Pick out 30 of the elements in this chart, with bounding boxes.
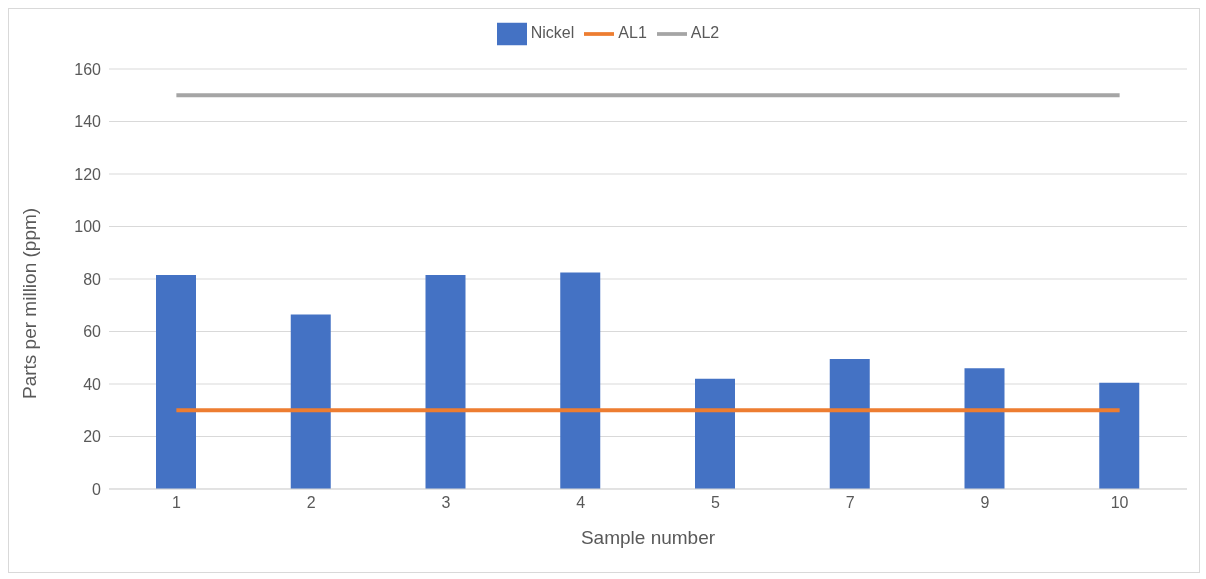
- x-tick-label: 7: [845, 494, 855, 512]
- bar: [964, 368, 1005, 489]
- bar: [425, 275, 466, 489]
- bar: [1099, 382, 1140, 489]
- y-tick-label: 60: [83, 323, 102, 341]
- y-tick-label: 120: [74, 165, 102, 183]
- legend-label: AL1: [618, 24, 647, 42]
- x-tick-label: 5: [710, 494, 720, 512]
- y-tick-label: 100: [74, 218, 102, 236]
- x-tick-label: 2: [306, 494, 316, 512]
- x-axis-title: Sample number: [580, 527, 716, 548]
- y-tick-label: 0: [92, 480, 102, 498]
- y-tick-label: 20: [83, 428, 102, 446]
- x-tick-label: 3: [441, 494, 451, 512]
- y-tick-label: 40: [83, 375, 102, 393]
- x-tick-label: 4: [576, 494, 586, 512]
- y-tick-label: 80: [83, 270, 102, 288]
- legend-label: AL2: [690, 24, 720, 42]
- y-tick-label: 160: [74, 60, 102, 78]
- y-tick-label: 140: [74, 113, 102, 131]
- x-tick-label: 10: [1110, 494, 1129, 512]
- x-tick-label: 9: [980, 494, 990, 512]
- bar: [829, 359, 870, 489]
- bar: [156, 275, 196, 489]
- bar: [695, 378, 735, 489]
- legend-label: Nickel: [530, 24, 575, 42]
- bar: [560, 272, 601, 489]
- x-tick-label: 1: [171, 494, 181, 512]
- y-axis-title: Parts per million (ppm): [18, 207, 40, 399]
- bar: [290, 314, 331, 489]
